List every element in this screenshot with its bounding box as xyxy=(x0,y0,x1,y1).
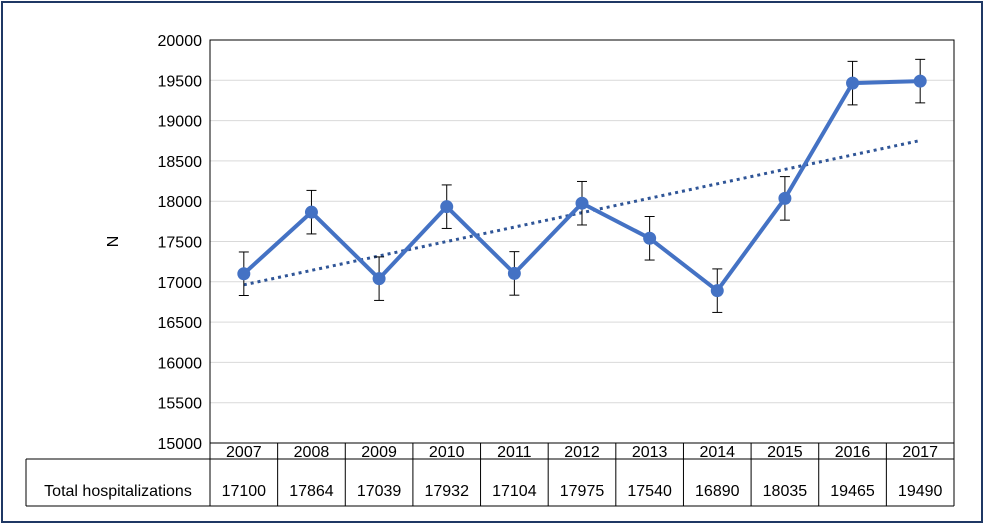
error-bars xyxy=(238,58,926,313)
y-tick-label: 19000 xyxy=(158,114,203,131)
table-cell-value: 17100 xyxy=(222,483,267,500)
x-tick-label: 2011 xyxy=(497,444,532,461)
data-point xyxy=(643,231,657,245)
table-cell-value: 17540 xyxy=(627,483,672,500)
data-point xyxy=(237,267,251,281)
x-tick-label: 2016 xyxy=(835,444,871,461)
x-tick-label: 2010 xyxy=(429,444,465,461)
y-tick-label: 20000 xyxy=(158,33,203,50)
table-cell-value: 17864 xyxy=(289,483,334,500)
y-tick-label: 15500 xyxy=(158,396,203,413)
data-point xyxy=(846,76,860,90)
y-tick-label: 18500 xyxy=(158,154,203,171)
x-tick-label: 2014 xyxy=(699,444,735,461)
data-point xyxy=(913,74,927,88)
x-tick-label: 2008 xyxy=(294,444,330,461)
y-tick-labels: 15000 15500 16000 16500 17000 17500 18000 18500… xyxy=(158,33,203,453)
y-tick-label: 15000 xyxy=(158,436,203,453)
table-cell-value: 17104 xyxy=(492,483,537,500)
data-point xyxy=(507,266,521,280)
data-table: 2007 2008 2009 2010 2011 2012 2013 2014 2015 2016… xyxy=(25,443,955,507)
y-tick-label: 16000 xyxy=(158,355,203,372)
y-tick-label: 16500 xyxy=(158,315,203,332)
data-points xyxy=(237,74,927,298)
data-point xyxy=(778,191,792,205)
y-tick-label: 17000 xyxy=(158,275,203,292)
plot-border xyxy=(209,39,955,444)
table-cell-value: 18035 xyxy=(763,483,808,500)
x-tick-label: 2012 xyxy=(564,444,600,461)
x-tick-label: 2013 xyxy=(632,444,668,461)
data-point xyxy=(440,200,454,214)
data-point xyxy=(575,196,589,210)
table-cell-value: 19490 xyxy=(898,483,943,500)
table-cell-value: 17039 xyxy=(357,483,402,500)
table-row-label: Total hospitalizations xyxy=(44,483,192,500)
x-tick-label: 2009 xyxy=(361,444,397,461)
table-cell-value: 19465 xyxy=(830,483,875,500)
table-cell-value: 17975 xyxy=(560,483,605,500)
y-tick-label: 18000 xyxy=(158,194,203,211)
data-point xyxy=(372,272,386,286)
y-tick-label: 17500 xyxy=(158,235,203,252)
x-tick-label: 2017 xyxy=(902,444,938,461)
data-point xyxy=(710,284,724,298)
x-tick-label: 2007 xyxy=(226,444,262,461)
y-tick-label: 19500 xyxy=(158,73,203,90)
table-cell-value: 17932 xyxy=(424,483,469,500)
y-axis-label: N xyxy=(105,236,122,248)
table-cell-value: 16890 xyxy=(695,483,740,500)
x-tick-label: 2015 xyxy=(767,444,803,461)
data-point xyxy=(304,205,318,219)
